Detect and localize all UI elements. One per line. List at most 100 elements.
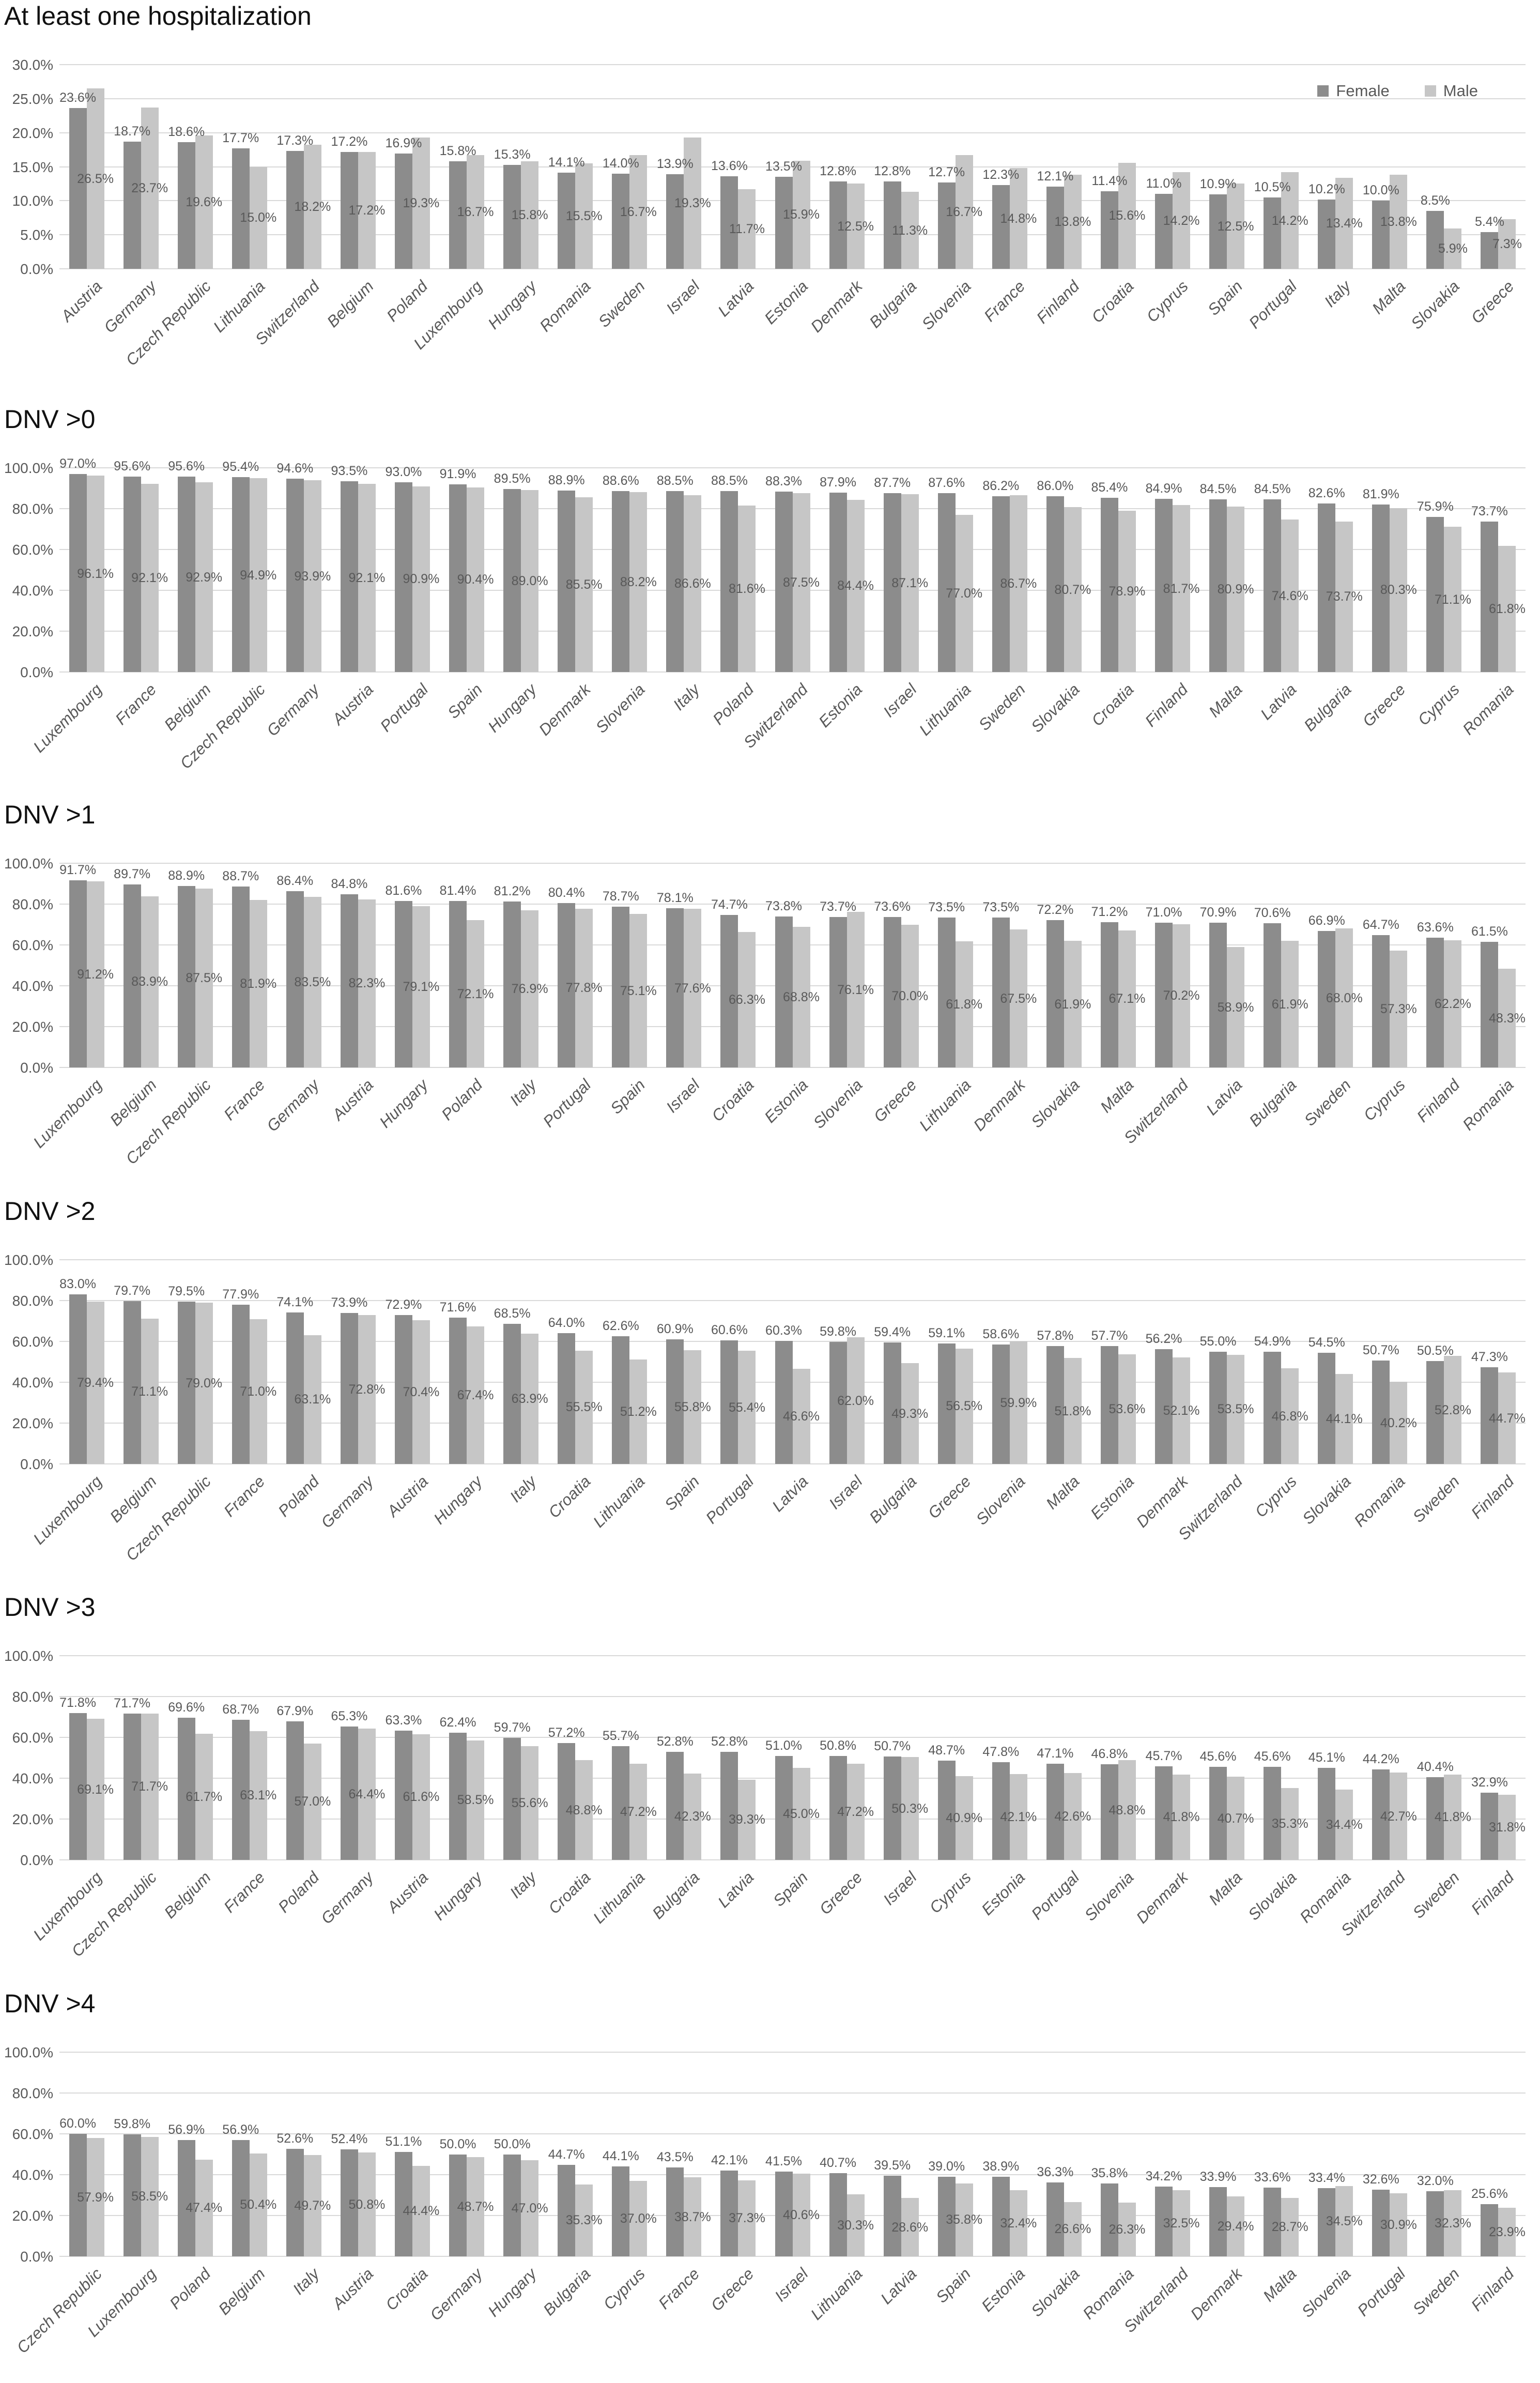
female-value-label: 45.7%: [1145, 1749, 1182, 1764]
female-value-label: 39.0%: [928, 2159, 965, 2174]
female-value-label: 50.0%: [494, 2136, 531, 2151]
female-value-label: 16.9%: [385, 136, 422, 151]
category-label: Estonia: [815, 680, 866, 731]
male-bar: [358, 1728, 376, 1860]
male-legend-swatch: [1424, 85, 1436, 97]
male-bar: [1009, 2190, 1027, 2256]
male-bar: [412, 486, 430, 672]
female-value-label: 39.5%: [874, 2158, 911, 2173]
y-axis-tick-label: 80.0%: [12, 1293, 53, 1309]
male-value-label: 51.2%: [620, 1404, 657, 1419]
category-label: Latvia: [714, 1868, 758, 1912]
female-bar: [937, 182, 956, 269]
category-label: Latvia: [1257, 680, 1300, 724]
female-value-label: 64.7%: [1362, 918, 1399, 933]
male-bar: [303, 1335, 321, 1464]
category-label: Malta: [1205, 1868, 1246, 1909]
female-bar: [1264, 197, 1282, 269]
female-bar: [503, 489, 521, 672]
male-value-label: 71.7%: [131, 1779, 168, 1794]
male-bar: [86, 881, 104, 1067]
female-bar: [69, 880, 87, 1067]
male-bar: [358, 1315, 376, 1464]
gridline: [59, 268, 1526, 269]
male-value-label: 12.5%: [837, 219, 874, 234]
male-value-label: 79.4%: [77, 1376, 114, 1391]
category-label: Malta: [1097, 1076, 1137, 1117]
male-value-label: 77.8%: [565, 981, 603, 996]
female-bar: [232, 2140, 250, 2256]
category-label: Belgium: [214, 2265, 269, 2318]
male-value-label: 69.1%: [77, 1782, 114, 1797]
male-bar: [1335, 1790, 1353, 1860]
male-value-label: 40.2%: [1380, 1415, 1417, 1430]
female-value-label: 17.7%: [222, 130, 259, 145]
male-value-label: 68.0%: [1326, 990, 1363, 1005]
male-bar: [1173, 1774, 1191, 1860]
female-value-label: 45.1%: [1308, 1750, 1345, 1765]
female-value-label: 35.8%: [1091, 2165, 1128, 2180]
female-bar: [1155, 1349, 1173, 1464]
category-label: Lithuania: [915, 680, 975, 739]
female-bar: [1426, 1777, 1444, 1860]
female-bar: [992, 917, 1010, 1067]
male-bar: [1335, 928, 1353, 1067]
female-value-label: 50.0%: [439, 2136, 476, 2151]
male-bar: [358, 484, 376, 672]
category-label: Greece: [1467, 277, 1518, 327]
female-value-label: 17.2%: [331, 134, 368, 149]
female-bar: [1481, 942, 1499, 1067]
male-value-label: 42.1%: [1000, 1809, 1037, 1824]
female-bar: [1318, 1767, 1336, 1860]
female-value-label: 36.3%: [1037, 2164, 1074, 2179]
male-value-label: 46.8%: [1271, 1409, 1308, 1424]
female-legend-swatch: [1317, 85, 1329, 97]
female-value-label: 79.5%: [168, 1284, 205, 1299]
female-bar: [666, 908, 684, 1067]
female-value-label: 65.3%: [331, 1709, 368, 1724]
male-bar: [1118, 2203, 1136, 2256]
male-value-label: 32.3%: [1434, 2216, 1471, 2231]
category-label: Estonia: [761, 1076, 812, 1126]
gridline: [59, 2092, 1526, 2094]
male-bar: [792, 160, 810, 269]
male-value-label: 53.6%: [1108, 1402, 1146, 1417]
category-label: Portugal: [702, 1472, 758, 1527]
female-bar: [775, 916, 793, 1067]
male-value-label: 61.6%: [403, 1790, 440, 1805]
female-value-label: 54.5%: [1308, 1335, 1345, 1350]
male-bar: [1281, 1788, 1299, 1860]
female-bar: [883, 493, 901, 672]
male-bar: [629, 914, 648, 1067]
female-value-label: 60.6%: [711, 1322, 748, 1337]
female-bar: [177, 2140, 195, 2256]
male-value-label: 15.5%: [565, 208, 603, 223]
male-value-label: 50.4%: [240, 2197, 277, 2212]
male-bar: [195, 1734, 213, 1860]
female-value-label: 12.8%: [820, 164, 857, 179]
category-label: Cyprus: [1251, 1472, 1300, 1521]
category-label: Bulgaria: [540, 2265, 594, 2319]
category-label: Sweden: [975, 680, 1029, 734]
female-bar: [1209, 2187, 1227, 2256]
category-label: Israel: [662, 277, 703, 318]
female-bar: [449, 1318, 467, 1464]
male-bar: [1498, 219, 1516, 269]
male-bar: [1118, 1354, 1136, 1464]
male-bar: [684, 909, 702, 1067]
category-label: Sweden: [1409, 1472, 1464, 1526]
male-bar: [521, 490, 539, 672]
female-value-label: 41.5%: [765, 2154, 802, 2169]
female-value-label: 71.8%: [59, 1695, 96, 1710]
female-bar: [340, 2149, 358, 2256]
female-bar: [1264, 1352, 1282, 1464]
male-value-label: 32.4%: [1000, 2216, 1037, 2231]
female-value-label: 67.9%: [276, 1703, 314, 1718]
female-bar: [1046, 1346, 1064, 1464]
category-label: Italy: [1321, 277, 1354, 311]
female-value-label: 87.6%: [928, 475, 965, 490]
category-label: Slovenia: [809, 1076, 866, 1132]
female-value-label: 5.4%: [1474, 214, 1504, 229]
category-label: Cyprus: [926, 1868, 975, 1917]
male-bar: [1227, 1354, 1245, 1464]
